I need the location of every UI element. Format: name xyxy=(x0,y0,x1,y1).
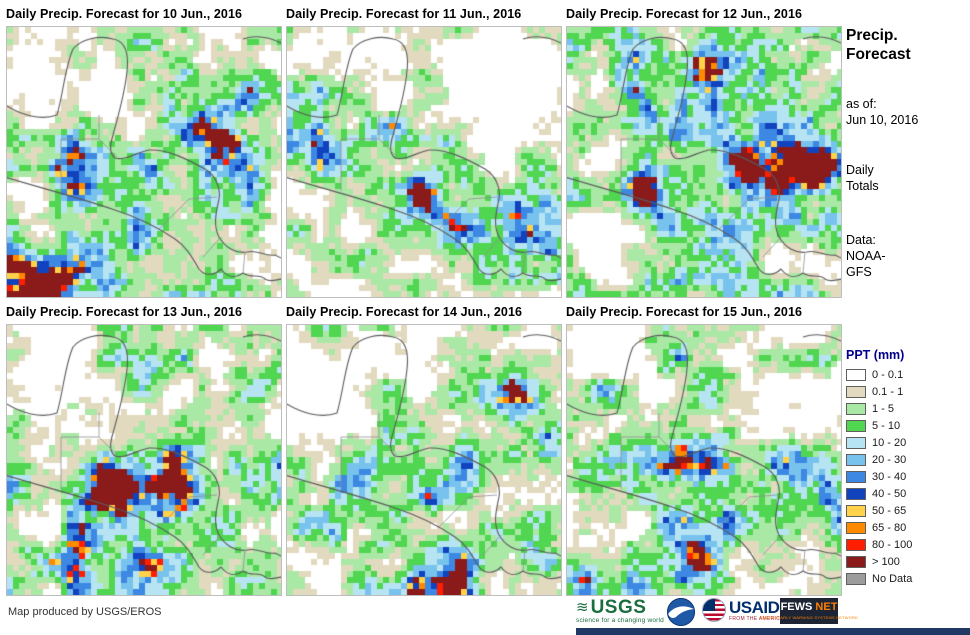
usgs-wave-icon: ≋ xyxy=(576,599,589,616)
panel-title: Daily Precip. Forecast for 12 Jun., 2016 xyxy=(566,7,803,21)
legend-swatch xyxy=(846,470,866,483)
panel-title: Daily Precip. Forecast for 13 Jun., 2016 xyxy=(6,305,243,319)
precip-map xyxy=(6,324,282,596)
legend-swatch xyxy=(846,436,866,449)
legend-item: 30 - 40 xyxy=(846,468,912,485)
legend-swatch xyxy=(846,521,866,534)
legend-item: 65 - 80 xyxy=(846,519,912,536)
legend-item: 0.1 - 1 xyxy=(846,383,912,400)
legend-item: 1 - 5 xyxy=(846,400,912,417)
legend-swatch xyxy=(846,368,866,381)
precip-map-canvas xyxy=(287,27,561,297)
usaid-logo: USAID FROM THE AMERICAN PEOPLE xyxy=(702,598,811,622)
as-of-label: as of: xyxy=(846,97,877,111)
forecast-panel-jun15: Daily Precip. Forecast for 15 Jun., 2016 xyxy=(566,302,842,596)
panel-title: Daily Precip. Forecast for 14 Jun., 2016 xyxy=(286,305,523,319)
precip-map xyxy=(566,26,842,298)
map-credit: Map produced by USGS/EROS xyxy=(8,606,162,618)
legend-swatch xyxy=(846,555,866,568)
legend-swatch xyxy=(846,402,866,415)
precip-map xyxy=(286,26,562,298)
legend-item: 40 - 50 xyxy=(846,485,912,502)
legend-label: 40 - 50 xyxy=(872,487,907,500)
precip-map xyxy=(566,324,842,596)
forecast-panel-jun12: Daily Precip. Forecast for 12 Jun., 2016 xyxy=(566,4,842,298)
legend-item: 20 - 30 xyxy=(846,451,912,468)
usgs-logo-text: USGS xyxy=(590,597,647,618)
legend-item: 10 - 20 xyxy=(846,434,912,451)
precip-map-canvas xyxy=(567,325,841,595)
usgs-tagline: science for a changing world xyxy=(576,617,664,624)
legend-item: No Data xyxy=(846,570,912,587)
legend-item: 0 - 0.1 xyxy=(846,366,912,383)
legend-label: 0.1 - 1 xyxy=(872,385,904,398)
forecast-panel-jun10: Daily Precip. Forecast for 10 Jun., 2016 xyxy=(6,4,282,298)
legend-swatch xyxy=(846,385,866,398)
noaa-seal-icon xyxy=(667,598,695,626)
data-source-block: Data: NOAA- GFS xyxy=(846,233,886,279)
noaa-logo xyxy=(666,597,696,632)
legend-swatch xyxy=(846,504,866,517)
forecast-panel-jun13: Daily Precip. Forecast for 13 Jun., 2016 xyxy=(6,302,282,596)
fewsnet-tagline: FAMINE EARLY WARNING SYSTEMS NETWORK xyxy=(759,614,859,620)
legend-label: 30 - 40 xyxy=(872,470,907,483)
legend-label: 65 - 80 xyxy=(872,521,907,534)
legend-swatch xyxy=(846,487,866,500)
forecast-panel-jun14: Daily Precip. Forecast for 14 Jun., 2016 xyxy=(286,302,562,596)
legend-swatch xyxy=(846,419,866,432)
panel-title: Daily Precip. Forecast for 11 Jun., 2016 xyxy=(286,7,522,21)
legend-swatch xyxy=(846,572,866,585)
usaid-flag-icon xyxy=(702,598,726,622)
bottom-bar xyxy=(576,628,970,635)
legend-item: 50 - 65 xyxy=(846,502,912,519)
as-of-date: Jun 10, 2016 xyxy=(846,113,919,127)
data-source-label: Data: xyxy=(846,233,876,247)
precip-map xyxy=(286,324,562,596)
usgs-logo: ≋ USGS science for a changing world xyxy=(576,598,664,625)
precip-map xyxy=(6,26,282,298)
legend-item: 5 - 10 xyxy=(846,417,912,434)
precip-map-canvas xyxy=(7,27,281,297)
legend-item: > 100 xyxy=(846,553,912,570)
precip-map-canvas xyxy=(287,325,561,595)
fewsnet-logo: FEWS NET FAMINE EARLY WARNING SYSTEMS NE… xyxy=(760,598,858,624)
legend-label: 0 - 0.1 xyxy=(872,368,904,381)
page-title: Precip. Forecast xyxy=(846,27,911,63)
legend-label: 80 - 100 xyxy=(872,538,913,551)
precip-map-canvas xyxy=(7,325,281,595)
legend-label: No Data xyxy=(872,572,913,585)
legend-title: PPT (mm) xyxy=(846,348,905,362)
legend-items: 0 - 0.1 0.1 - 1 1 - 5 5 - 10 10 - 20 20 - 30 3… xyxy=(846,366,912,587)
as-of-block: as of: Jun 10, 2016 xyxy=(846,96,918,128)
totals-block: Daily Totals xyxy=(846,163,879,193)
legend-swatch xyxy=(846,453,866,466)
usaid-tagline: FROM THE AMERICAN PEOPLE xyxy=(729,615,812,622)
legend-label: 20 - 30 xyxy=(872,453,907,466)
legend-swatch xyxy=(846,538,866,551)
legend-label: > 100 xyxy=(872,555,900,568)
panel-title: Daily Precip. Forecast for 15 Jun., 2016 xyxy=(566,305,803,319)
legend-label: 10 - 20 xyxy=(872,436,907,449)
panel-title: Daily Precip. Forecast for 10 Jun., 2016 xyxy=(6,7,243,21)
precip-map-canvas xyxy=(567,27,841,297)
forecast-panel-jun11: Daily Precip. Forecast for 11 Jun., 2016 xyxy=(286,4,562,298)
usaid-logo-text: USAID xyxy=(729,597,780,617)
legend-label: 1 - 5 xyxy=(872,402,895,415)
fewsnet-logo-text: FEWS NET xyxy=(780,601,838,614)
legend-label: 50 - 65 xyxy=(872,504,907,517)
legend-item: 80 - 100 xyxy=(846,536,912,553)
legend-label: 5 - 10 xyxy=(872,419,901,432)
